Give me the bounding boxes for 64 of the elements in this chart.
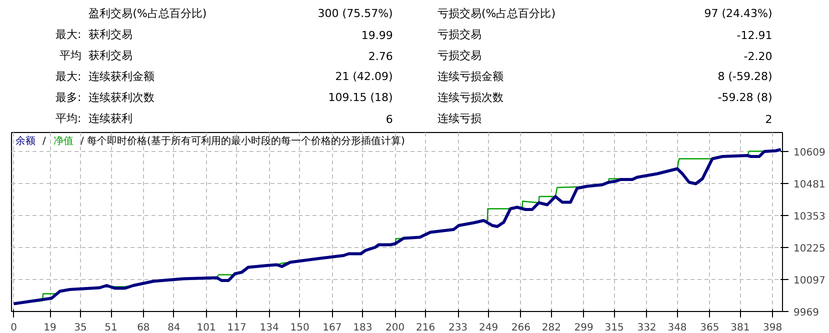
text: 净值 [54, 135, 74, 147]
y-tick-label: 10481 [794, 180, 826, 190]
x-tick-label: 150 [290, 322, 310, 333]
annotation: / [42, 136, 46, 147]
text: 平均 [59, 49, 82, 62]
text: 21 (42.09) [335, 70, 393, 83]
text: 亏损交易 [437, 49, 482, 62]
x-tick-label: 299 [574, 322, 594, 333]
x-tick-label: 0 [10, 322, 17, 333]
text: 获利交易 [88, 49, 133, 62]
text: 获利交易 [88, 28, 133, 41]
text: 平均: [56, 112, 82, 125]
y-tick-label: 9969 [794, 308, 819, 318]
y-tick-label: 10225 [794, 244, 826, 254]
annotation: / 每个即时价格(基于所有可利用的最小时段的每一个价格的分形插值计算) [80, 135, 405, 147]
y-tick-label: 10097 [794, 276, 826, 286]
x-tick-label: 365 [700, 322, 720, 333]
text: 余额 [16, 135, 36, 147]
text: 连续亏损金额 [437, 70, 504, 83]
x-tick-label: 101 [196, 322, 216, 333]
x-tick-label: 282 [542, 322, 561, 333]
text: -12.91 [736, 29, 772, 42]
text: 连续亏损 [437, 112, 482, 125]
text: 亏损交易(%占总百分比) [437, 7, 556, 20]
x-tick-label: 167 [322, 322, 342, 333]
text: 2 [765, 113, 772, 126]
x-tick-label: 51 [104, 322, 118, 333]
text: 109.15 (18) [328, 91, 393, 104]
x-tick-label: 19 [44, 322, 56, 333]
x-tick-label: 315 [604, 322, 624, 333]
x-tick-label: 68 [137, 322, 150, 333]
text: 连续获利金额 [88, 70, 155, 83]
text: 300 (75.57%) [318, 7, 393, 20]
x-tick-label: 233 [448, 322, 468, 333]
x-tick-label: 398 [763, 322, 782, 333]
text: 6 [386, 113, 393, 126]
text: 连续获利 [88, 112, 133, 125]
x-tick-label: 84 [168, 322, 180, 333]
text: 最大: [56, 28, 82, 41]
text: 2.76 [368, 50, 393, 63]
text: 亏损交易 [437, 28, 482, 41]
x-tick-label: 348 [668, 322, 687, 333]
text: -2.20 [744, 50, 772, 63]
text: 最多: [56, 91, 82, 104]
text: 8 (-59.28) [718, 70, 772, 83]
x-tick-label: 332 [637, 322, 656, 333]
text: 97 (24.43%) [704, 7, 772, 20]
text: 连续获利次数 [88, 91, 155, 104]
y-tick-label: 10609 [794, 148, 826, 158]
x-tick-label: 183 [353, 322, 372, 333]
text: 19.99 [361, 29, 393, 42]
text: 最大: [56, 70, 82, 83]
text: -59.28 (8) [718, 91, 772, 104]
x-tick-label: 249 [478, 322, 498, 333]
text: 连续亏损次数 [437, 91, 504, 104]
x-tick-label: 117 [227, 322, 246, 333]
y-tick-label: 10353 [794, 212, 826, 222]
x-tick-label: 216 [416, 322, 436, 333]
x-tick-label: 35 [74, 322, 87, 333]
x-tick-label: 266 [511, 322, 530, 333]
text: 盈利交易(%占总百分比) [88, 7, 207, 20]
x-tick-label: 134 [260, 322, 279, 333]
x-tick-label: 381 [730, 322, 750, 333]
x-tick-label: 200 [386, 322, 405, 333]
